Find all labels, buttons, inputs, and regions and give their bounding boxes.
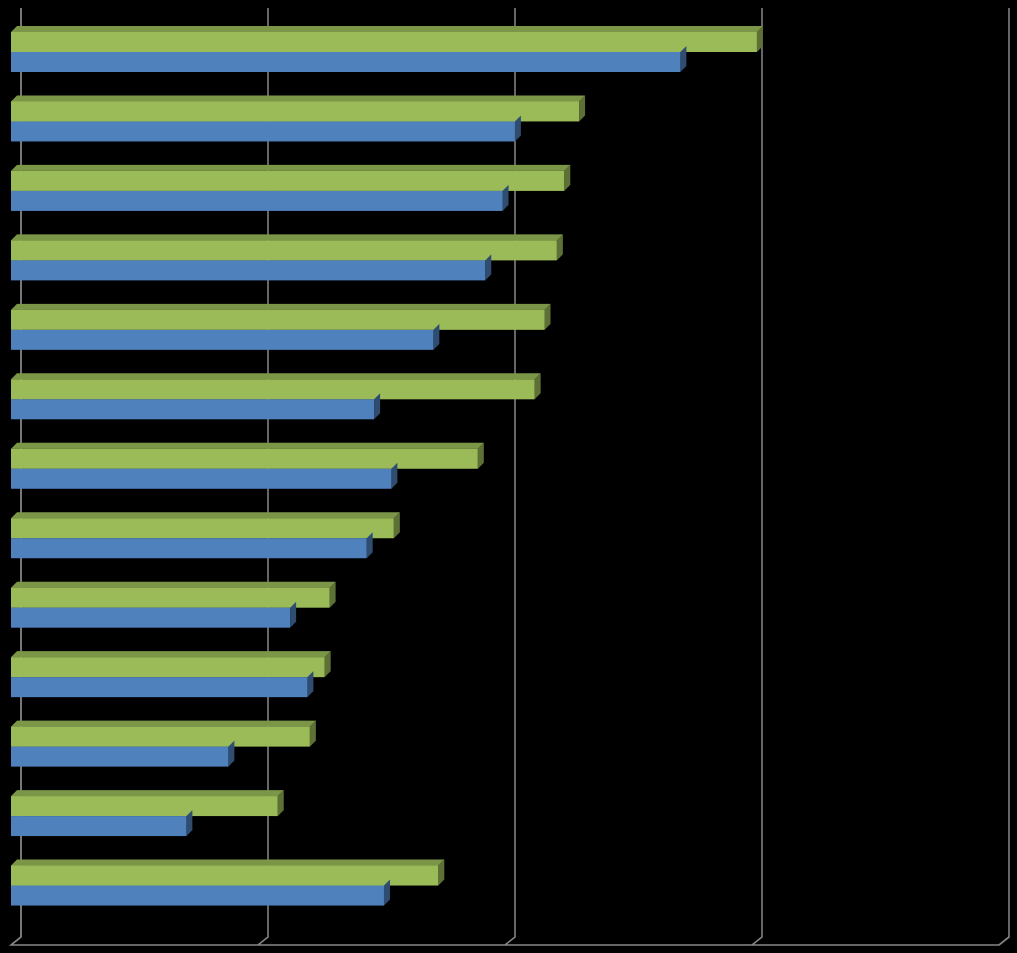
bar-face bbox=[11, 309, 545, 330]
bar-side bbox=[579, 95, 586, 122]
bar-top bbox=[11, 720, 316, 727]
bar-top bbox=[11, 859, 445, 866]
bar bbox=[11, 373, 541, 400]
bar bbox=[11, 740, 235, 767]
bar-side bbox=[564, 164, 571, 191]
bar-face bbox=[11, 379, 535, 400]
bar-side bbox=[374, 393, 381, 420]
bar bbox=[11, 234, 563, 261]
bar-top bbox=[11, 234, 563, 241]
bar-top bbox=[11, 581, 336, 588]
bar-side bbox=[556, 234, 563, 261]
bar-side bbox=[477, 442, 484, 469]
bar-side bbox=[290, 601, 297, 628]
bar-side bbox=[329, 581, 336, 608]
bar-side bbox=[307, 671, 314, 698]
bar-face bbox=[11, 329, 434, 350]
bar-top bbox=[11, 442, 484, 449]
bar bbox=[11, 323, 440, 350]
bar-side bbox=[309, 720, 316, 747]
bar-face bbox=[11, 677, 308, 698]
bar-top bbox=[11, 651, 331, 658]
bar bbox=[11, 651, 331, 678]
bar-face bbox=[11, 587, 330, 608]
bar-face bbox=[11, 468, 392, 489]
bar bbox=[11, 303, 551, 330]
bar-top bbox=[11, 95, 586, 102]
bar-side bbox=[228, 740, 235, 767]
bar-top bbox=[11, 164, 571, 171]
bar-top bbox=[11, 512, 400, 519]
bar-side bbox=[391, 462, 398, 489]
bar bbox=[11, 671, 314, 698]
bar-side bbox=[324, 651, 331, 678]
bar-side bbox=[502, 184, 509, 211]
grid-line bbox=[998, 8, 1010, 946]
bar bbox=[11, 393, 381, 420]
bar bbox=[11, 601, 297, 628]
bar-face bbox=[11, 101, 580, 122]
bar-face bbox=[11, 260, 486, 281]
bar-side bbox=[438, 859, 445, 886]
bar-side bbox=[433, 323, 440, 350]
bar-face bbox=[11, 32, 757, 52]
bar-side bbox=[366, 532, 373, 559]
bar-face bbox=[11, 448, 478, 469]
bar-face bbox=[11, 518, 394, 539]
bar bbox=[11, 462, 398, 489]
bar-face bbox=[11, 746, 229, 767]
bar-top bbox=[11, 790, 284, 797]
bar-top bbox=[11, 373, 541, 380]
bar bbox=[11, 790, 284, 817]
bar-face bbox=[11, 399, 375, 420]
bar-face bbox=[11, 538, 367, 559]
bar-side bbox=[186, 810, 193, 837]
bar bbox=[11, 879, 390, 906]
bar-side bbox=[485, 254, 492, 281]
bar bbox=[11, 720, 316, 747]
bar bbox=[11, 512, 400, 539]
bar bbox=[11, 26, 763, 52]
bar-side bbox=[756, 26, 763, 52]
bar bbox=[11, 46, 687, 72]
bar bbox=[11, 164, 571, 191]
bar bbox=[11, 184, 509, 211]
bar-face bbox=[11, 885, 384, 906]
bar-face bbox=[11, 190, 503, 211]
bar-side bbox=[393, 512, 400, 539]
grid-line bbox=[751, 8, 763, 946]
bar-top bbox=[11, 303, 551, 310]
bar-side bbox=[534, 373, 541, 400]
bar bbox=[11, 115, 521, 142]
bar-side bbox=[383, 879, 390, 906]
bar-face bbox=[11, 865, 439, 886]
bar-face bbox=[11, 796, 278, 817]
bar-face bbox=[11, 240, 557, 261]
bar bbox=[11, 859, 445, 886]
bar-face bbox=[11, 121, 515, 142]
bar bbox=[11, 810, 193, 837]
bar-face bbox=[11, 170, 565, 191]
bar bbox=[11, 442, 484, 469]
bar bbox=[11, 254, 492, 281]
bar bbox=[11, 532, 373, 559]
bar-top bbox=[11, 26, 763, 32]
bar-face bbox=[11, 52, 681, 72]
bar-side bbox=[680, 46, 687, 72]
bar-face bbox=[11, 816, 187, 837]
bar-side bbox=[277, 790, 284, 817]
bar bbox=[11, 581, 336, 608]
bar-face bbox=[11, 657, 325, 678]
bar-side bbox=[544, 303, 551, 330]
bar bbox=[11, 95, 586, 122]
bar-side bbox=[514, 115, 521, 142]
bar-face bbox=[11, 726, 310, 747]
bar-face bbox=[11, 607, 291, 628]
